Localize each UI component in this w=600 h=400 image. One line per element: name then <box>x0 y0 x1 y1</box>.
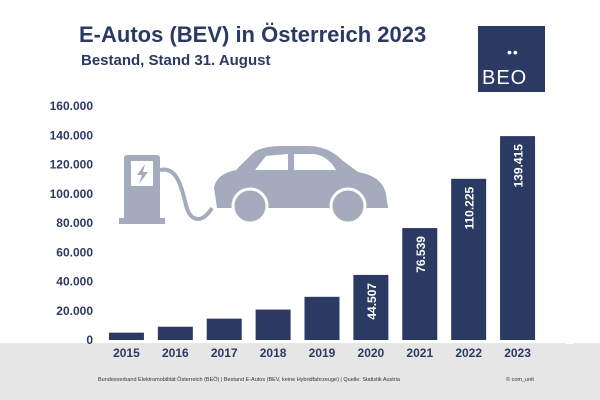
y-tick-label: 140.000 <box>50 128 94 142</box>
bar-2020 <box>353 274 389 340</box>
x-tick-label: 2019 <box>309 346 336 360</box>
x-tick-label: 2018 <box>260 346 287 360</box>
x-tick-label: 2023 <box>504 346 531 360</box>
y-axis: 0 20.000 40.000 60.000 80.000 100.000 120.000 1… <box>50 99 94 347</box>
y-tick-label: 20.000 <box>56 304 93 318</box>
bar-2022 <box>451 178 487 340</box>
y-tick-label: 160.000 <box>50 99 94 113</box>
x-tick-label: 2021 <box>406 346 433 360</box>
bar-2019 <box>304 296 340 340</box>
data-label-2021: 76.539 <box>414 236 428 273</box>
x-axis: 2015 2016 2017 2018 2019 2020 2021 2022 2023 <box>113 346 531 360</box>
y-tick-label: 120.000 <box>50 158 94 172</box>
logo-dots: •• <box>507 44 519 60</box>
data-label-2023: 139.415 <box>512 144 526 188</box>
y-tick-label: 0 <box>86 333 93 347</box>
bar-2015 <box>108 332 144 340</box>
y-tick-label: 80.000 <box>56 216 93 230</box>
chart-subtitle: Bestand, Stand 31. August <box>81 52 271 69</box>
ground-strip <box>0 343 600 400</box>
x-tick-label: 2022 <box>455 346 482 360</box>
x-tick-label: 2015 <box>113 346 140 360</box>
bar-2018 <box>255 309 291 340</box>
data-label-2022: 110.225 <box>463 186 477 229</box>
bar-2016 <box>157 326 193 340</box>
bar-2023 <box>500 136 536 340</box>
ev-charging-station-icon <box>119 155 214 224</box>
logo-text: BEO <box>482 67 528 89</box>
source-note: Bundesverband Elektromobilität Österreic… <box>98 377 400 383</box>
bar-2021 <box>402 228 438 340</box>
credit: © com_unit <box>506 377 534 383</box>
y-tick-label: 100.000 <box>50 187 94 201</box>
x-tick-label: 2017 <box>211 346 238 360</box>
tree-icon <box>545 289 595 344</box>
x-tick-label: 2020 <box>358 346 385 360</box>
car-icon <box>214 146 388 225</box>
y-tick-label: 60.000 <box>56 245 93 259</box>
bar-2017 <box>206 318 242 340</box>
chart-title: E-Autos (BEV) in Österreich 2023 <box>79 22 427 47</box>
data-label-2020: 44.507 <box>365 283 379 320</box>
x-tick-label: 2016 <box>162 346 189 360</box>
y-tick-label: 40.000 <box>56 275 93 289</box>
bars: 44.507 76.539 110.225 139.415 <box>108 136 536 340</box>
beo-logo: •• BEO <box>478 26 545 92</box>
